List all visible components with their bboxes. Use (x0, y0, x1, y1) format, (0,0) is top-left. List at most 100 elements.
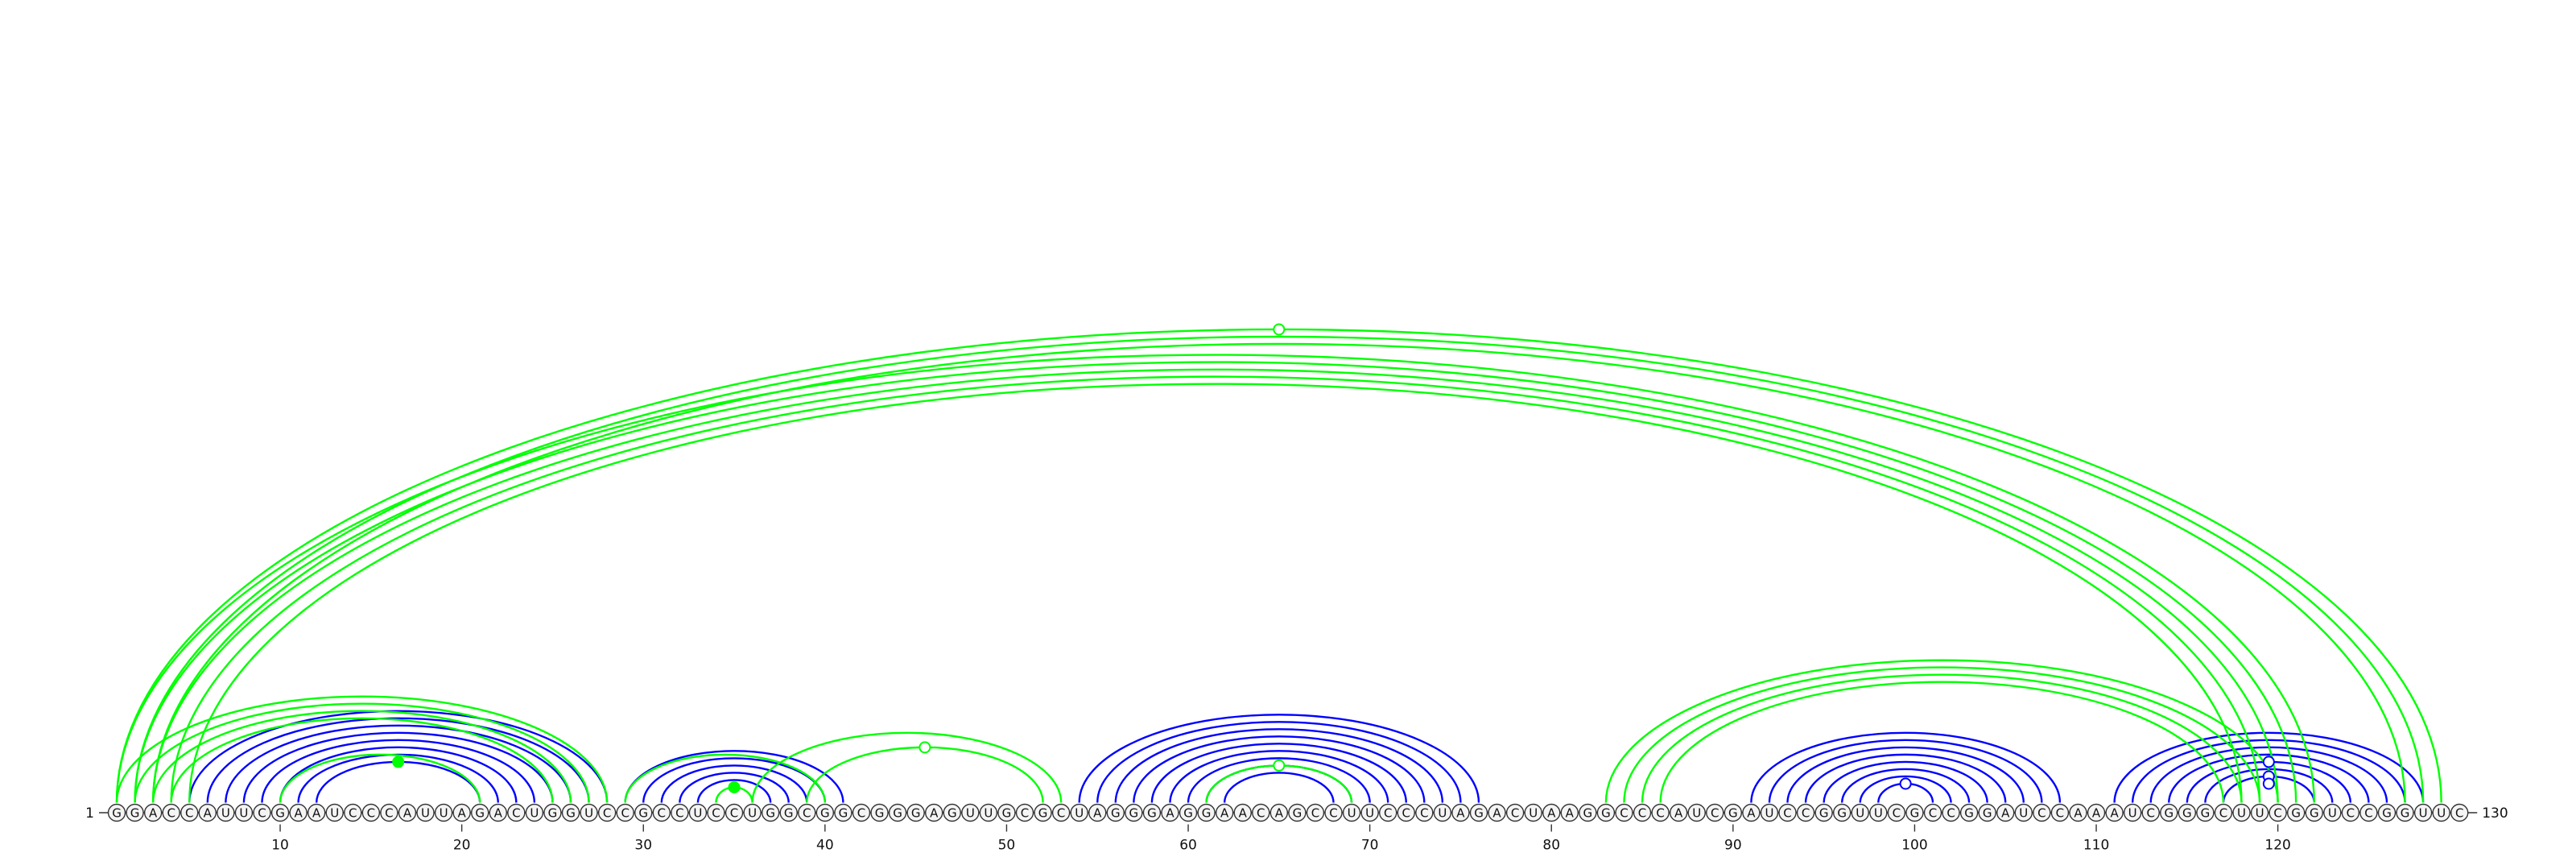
nucleotide-circle (1051, 803, 1071, 822)
nucleotide-letter: G (475, 806, 485, 821)
nucleotide: A (198, 803, 217, 822)
nucleotide: G (779, 803, 798, 822)
nucleotide: C (361, 803, 381, 822)
nucleotide: C (2214, 803, 2233, 822)
nucleotide-letter: U (1856, 806, 1864, 821)
nucleotide-letter: U (2256, 806, 2264, 821)
nucleotide-circle (1342, 803, 1361, 822)
nucleotide-letter: A (2092, 806, 2101, 821)
nucleotide-circle (1796, 803, 1815, 822)
nucleotide-letter: A (1275, 806, 1284, 821)
nucleotide-letter: A (1547, 806, 1556, 821)
nucleotide-circle (2250, 803, 2269, 822)
nucleotide-letter: C (1511, 806, 1519, 821)
nucleotide-letter: U (1348, 806, 1356, 821)
nucleotide-letter: C (1711, 806, 1719, 821)
nucleotide: G (471, 803, 489, 822)
nucleotide: C (1887, 803, 1906, 822)
nucleotide-letter: C (1929, 806, 1937, 821)
nucleotide-circle (325, 803, 344, 822)
nucleotide: C (1051, 803, 1071, 822)
nucleotide-letter: C (1384, 806, 1392, 821)
nucleotide-letter: A (2074, 806, 2083, 821)
nucleotide-letter: G (1819, 806, 1829, 821)
nucleotide-circle (1161, 803, 1179, 822)
nucleotide: C (180, 803, 199, 822)
nucleotide-letter: G (766, 806, 775, 821)
nucleotide: A (1088, 803, 1107, 822)
nucleotide: U (1433, 803, 1452, 822)
nucleotide: C (724, 803, 744, 822)
position-tick-label: 50 (998, 838, 1016, 854)
nucleotide-letter: C (1656, 806, 1664, 821)
nucleotide-circle (1070, 803, 1088, 822)
nucleotide-letter: A (930, 806, 939, 821)
nucleotide: G (2196, 803, 2215, 822)
nucleotide: G (2286, 803, 2306, 822)
nucleotide-circle (1978, 803, 1996, 822)
nucleotide-letter: U (1438, 806, 1447, 821)
nucleotide-letter: G (784, 806, 794, 821)
nucleotide-letter: U (330, 806, 339, 821)
nucleotide: A (1560, 803, 1579, 822)
nucleotide: G (870, 803, 889, 822)
nucleotide-circle (2341, 803, 2360, 822)
reference-pair-arc (2168, 753, 2370, 803)
nucleotide-letter: C (1329, 806, 1337, 821)
nucleotide-letter: C (730, 806, 738, 821)
nucleotide-circle (1179, 803, 1198, 822)
nucleotide-circle (217, 803, 235, 822)
nucleotide-circle (1669, 803, 1688, 822)
nucleotide-letter: G (130, 806, 140, 821)
nucleotide: U (961, 803, 980, 822)
nucleotide-circle (143, 803, 163, 822)
nucleotide-circle (1615, 803, 1633, 822)
nucleotide: G (888, 803, 907, 822)
nucleotide-letter: U (748, 806, 757, 821)
reference-pair-arc (315, 760, 481, 803)
predicted-pair-arc (151, 710, 572, 803)
nucleotide-circle (1015, 803, 1034, 822)
nucleotide: A (2069, 803, 2087, 822)
nucleotide-letter: C (621, 806, 629, 821)
nucleotide-letter: G (1002, 806, 1012, 821)
nucleotide-circle (1760, 803, 1779, 822)
nucleotide-circle (652, 803, 671, 822)
nucleotide-letter: C (2056, 806, 2064, 821)
nucleotide-letter: A (2110, 806, 2119, 821)
nucleotide-circle (1451, 803, 1470, 822)
nucleotide: C (798, 803, 816, 822)
nucleotide: C (652, 803, 671, 822)
nucleotide-letter: G (1038, 806, 1048, 821)
nucleotide-letter: C (512, 806, 520, 821)
nucleotide: A (489, 803, 507, 822)
nucleotide-letter: U (1692, 806, 1701, 821)
nucleotide-letter: C (1783, 806, 1791, 821)
nucleotide: C (1397, 803, 1415, 822)
reference-pair-arc (1768, 739, 2043, 803)
nucleotide-letter: A (1239, 806, 1248, 821)
nucleotide: G (1832, 803, 1852, 822)
nucleotide-letter: U (693, 806, 702, 821)
nucleotide-circle (1034, 803, 1052, 822)
nucleotide-letter: A (294, 806, 303, 821)
reference-pair-arc (261, 739, 536, 803)
nucleotide-letter: C (603, 806, 611, 821)
predicted-pair-arc (1641, 673, 2243, 803)
nucleotide-letter: U (1874, 806, 1883, 821)
nucleotide-circle (1905, 803, 1924, 822)
nucleotide-circle (597, 803, 617, 822)
nucleotide-letter: G (1202, 806, 1212, 821)
nucleotide-circle (2377, 803, 2396, 822)
nucleotide: U (2250, 803, 2269, 822)
nucleotide-circle (1942, 803, 1960, 822)
nucleotide-circle (1687, 803, 1706, 822)
nucleotide-circle (1560, 803, 1579, 822)
nucleotide-circle (126, 803, 144, 822)
pair-marker (919, 741, 931, 754)
nucleotide: C (1015, 803, 1034, 822)
reference-pair-arc (1187, 757, 1371, 803)
nucleotide: A (1451, 803, 1470, 822)
nucleotide: U (979, 803, 998, 822)
